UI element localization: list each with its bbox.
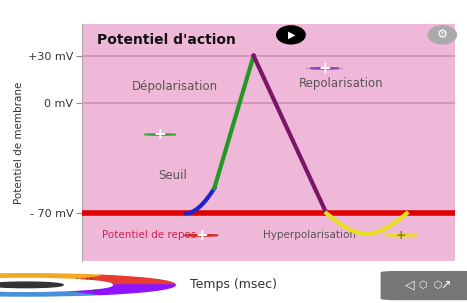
Text: Temps (msec): Temps (msec) [190, 278, 277, 291]
Text: genially: genially [54, 278, 100, 291]
Circle shape [0, 282, 63, 288]
Circle shape [305, 68, 344, 69]
Text: Dépolarisation: Dépolarisation [132, 80, 218, 93]
Text: +: + [195, 228, 208, 243]
Text: ⬡  ⬡: ⬡ ⬡ [419, 280, 442, 290]
Circle shape [277, 26, 305, 44]
Text: Potentiel de repos: Potentiel de repos [102, 230, 197, 240]
Circle shape [311, 68, 339, 69]
Wedge shape [0, 285, 100, 296]
Text: +: + [318, 61, 331, 76]
Circle shape [428, 26, 456, 44]
Circle shape [0, 278, 113, 291]
Circle shape [184, 235, 218, 236]
Circle shape [144, 134, 176, 135]
Circle shape [384, 235, 418, 236]
Text: ▶: ▶ [288, 30, 296, 40]
Text: +: + [154, 127, 167, 142]
Wedge shape [26, 275, 175, 285]
Text: ↗: ↗ [440, 278, 450, 291]
Wedge shape [0, 274, 100, 285]
Wedge shape [0, 285, 26, 295]
Text: +: + [396, 229, 406, 242]
Text: ◁: ◁ [405, 278, 414, 291]
Wedge shape [0, 275, 26, 285]
FancyBboxPatch shape [381, 271, 467, 300]
Text: Repolarisation: Repolarisation [298, 77, 383, 90]
Text: ⚙: ⚙ [437, 28, 448, 42]
Text: Hyperpolarisation: Hyperpolarisation [263, 230, 356, 240]
Wedge shape [26, 285, 175, 295]
Text: Potentiel d'action: Potentiel d'action [97, 32, 235, 47]
Y-axis label: Potentiel de membrane: Potentiel de membrane [14, 81, 24, 204]
Text: Seuil: Seuil [158, 169, 187, 182]
